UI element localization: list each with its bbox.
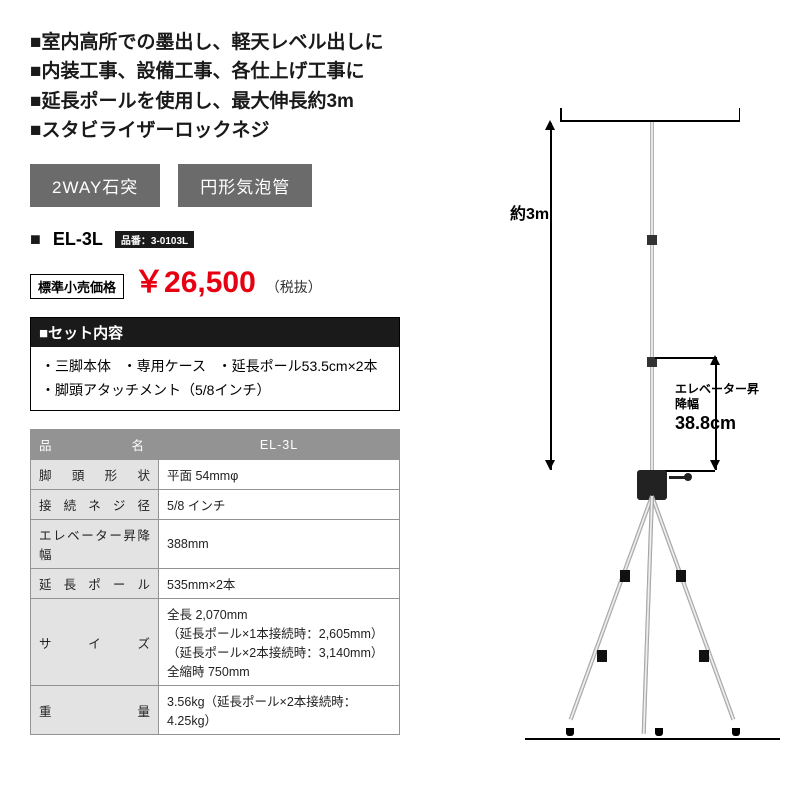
set-body: ・三脚本体 ・専用ケース ・延長ポール53.5cm×2本 ・脚頭アタッチメント（… (31, 347, 399, 411)
spec-value: 平面 54mmφ (159, 460, 400, 490)
tripod-foot (732, 728, 740, 736)
set-item-2: ・専用ケース (123, 358, 206, 374)
model-name: EL-3L (53, 229, 103, 250)
tripod-foot (655, 728, 663, 736)
elevator-value: 38.8cm (675, 413, 736, 433)
bullet-3: 延長ポールを使用し、最大伸長約3m (30, 87, 770, 116)
height-dim-line (550, 123, 552, 470)
tripod-leg (642, 496, 654, 734)
pole-joint (647, 357, 657, 367)
table-row: エレベーター昇降幅388mm (31, 520, 400, 569)
spec-value: 535mm×2本 (159, 569, 400, 599)
pole-joint (647, 235, 657, 245)
elevator-label-text: エレベーター昇降幅 (675, 382, 759, 411)
extension-pole (650, 122, 654, 470)
tripod-diagram: 約3m エレベーター昇降幅 38.8cm (450, 120, 760, 750)
leg-joint (699, 650, 709, 662)
badge-bubble: 円形気泡管 (178, 164, 312, 207)
spec-value: 5/8 インチ (159, 490, 400, 520)
spec-header-right: EL-3L (159, 430, 400, 460)
set-contents-box: セット内容 ・三脚本体 ・専用ケース ・延長ポール53.5cm×2本 ・脚頭アタ… (30, 317, 400, 412)
spec-header-row: 品 名 EL-3L (31, 430, 400, 460)
elevator-label: エレベーター昇降幅 38.8cm (675, 382, 760, 435)
spec-value: 全長 2,070mm （延長ポール×1本接続時：2,605mm） （延長ポール×… (159, 599, 400, 686)
spec-label: 接 続 ネ ジ 径 (31, 490, 159, 520)
spec-value: 388mm (159, 520, 400, 569)
arrow-up-icon (710, 355, 720, 365)
set-header: セット内容 (31, 318, 399, 347)
tripod-leg (650, 495, 735, 720)
price-value: ￥26,500 (134, 257, 256, 301)
arrow-down-icon (710, 460, 720, 470)
spec-label: サ イ ズ (31, 599, 159, 686)
spec-header-left: 品 名 (31, 430, 159, 460)
spec-table: 品 名 EL-3L 脚 頭 形 状平面 54mmφ 接 続 ネ ジ 径5/8 イ… (30, 429, 400, 735)
spec-value: 3.56kg（延長ポール×2本接続時：4.25kg） (159, 686, 400, 735)
table-row: 重 量3.56kg（延長ポール×2本接続時：4.25kg） (31, 686, 400, 735)
table-row: サ イ ズ全長 2,070mm （延長ポール×1本接続時：2,605mm） （延… (31, 599, 400, 686)
spec-label: 延 長 ポ ー ル (31, 569, 159, 599)
set-item-1: ・三脚本体 (41, 358, 111, 374)
spec-label: 重 量 (31, 686, 159, 735)
table-row: 接 続 ネ ジ 径5/8 インチ (31, 490, 400, 520)
height-label: 約3m (510, 200, 549, 224)
model-code: 品番：3-0103L (115, 231, 194, 248)
leg-joint (620, 570, 630, 582)
price-tax: （税抜） (266, 277, 322, 297)
ground-line (525, 738, 780, 740)
crank-handle-icon (669, 476, 689, 479)
elev-tick (655, 357, 715, 359)
arrow-down-icon (545, 460, 555, 470)
tripod-leg (569, 495, 654, 720)
spec-label: エレベーター昇降幅 (31, 520, 159, 569)
leg-joint (597, 650, 607, 662)
price-label: 標準小売価格 (30, 274, 124, 299)
arrow-up-icon (545, 120, 555, 130)
badge-2way: 2WAY石突 (30, 164, 160, 207)
bullet-2: 内装工事、設備工事、各仕上げ工事に (30, 57, 770, 86)
bullet-1: 室内高所での墨出し、軽天レベル出しに (30, 28, 770, 57)
set-item-4: ・脚頭アタッチメント（5/8インチ） (41, 382, 270, 398)
tripod-foot (566, 728, 574, 736)
spec-label: 脚 頭 形 状 (31, 460, 159, 490)
leg-joint (676, 570, 686, 582)
table-row: 延 長 ポ ー ル535mm×2本 (31, 569, 400, 599)
set-item-3: ・延長ポール53.5cm×2本 (218, 358, 378, 374)
table-row: 脚 頭 形 状平面 54mmφ (31, 460, 400, 490)
